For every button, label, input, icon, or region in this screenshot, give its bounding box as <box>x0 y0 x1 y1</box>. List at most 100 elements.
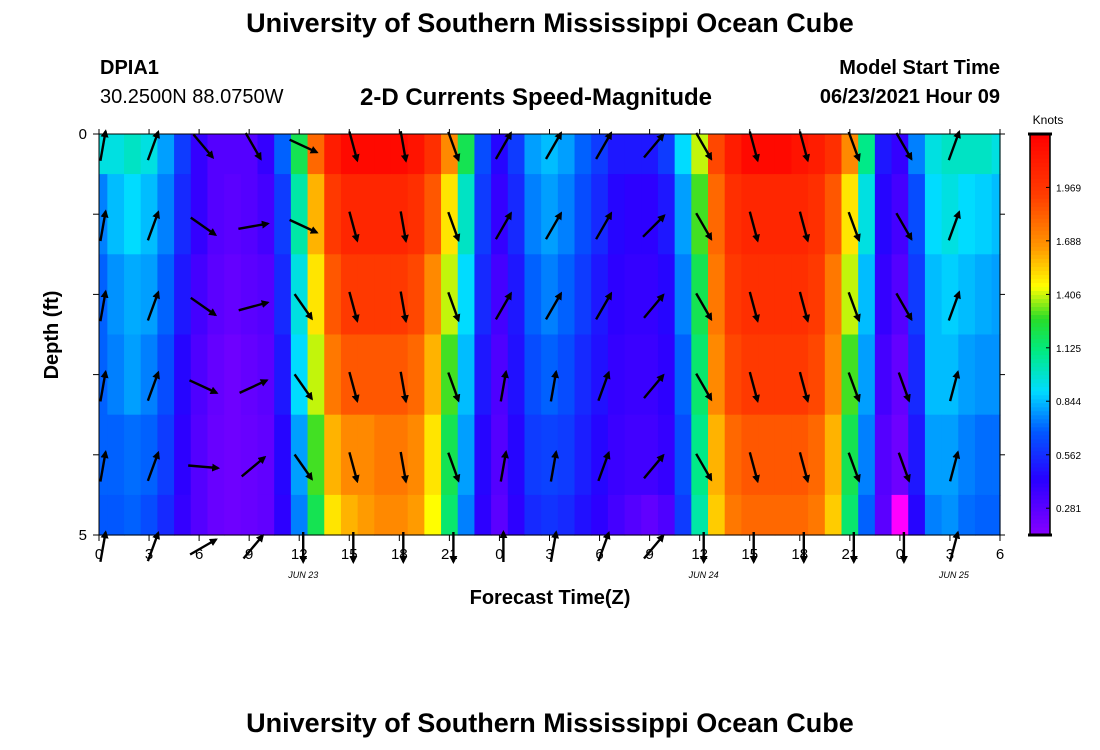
date-label: JUN 25 <box>938 570 970 580</box>
heatmap-cell <box>958 174 976 255</box>
heatmap-cell <box>674 254 692 336</box>
colorbar-segment <box>1030 470 1050 476</box>
heatmap-cell <box>190 134 209 175</box>
heatmap-cell <box>407 414 425 496</box>
current-vector-arrow <box>847 291 861 323</box>
heatmap-cell <box>174 414 192 496</box>
heatmap-cell <box>107 134 125 175</box>
colorbar-segment <box>1030 182 1050 187</box>
heatmap-cell <box>240 494 259 536</box>
heatmap-cell <box>574 134 592 175</box>
heatmap-cell <box>958 494 976 536</box>
heatmap-cell <box>507 134 526 175</box>
colorbar-segment <box>1030 514 1050 520</box>
heatmap-cell <box>657 414 676 496</box>
heatmap-cell <box>557 414 576 496</box>
current-vector-arrow <box>188 463 221 472</box>
heatmap-cell <box>908 414 926 496</box>
current-vector-arrow <box>146 450 160 482</box>
colorbar-segment <box>1030 270 1050 275</box>
colorbar-segment <box>1030 362 1050 368</box>
heatmap-cell <box>290 414 309 496</box>
heatmap-cell <box>257 334 275 416</box>
heatmap-cell <box>374 494 392 536</box>
heatmap-cell <box>524 174 542 255</box>
current-vector-arrow <box>549 450 560 482</box>
heatmap-cell <box>774 414 793 496</box>
heatmap-cell <box>491 254 509 336</box>
station-id: DPIA1 <box>100 57 159 79</box>
heatmap-cell <box>274 414 292 496</box>
heatmap-cell <box>157 254 175 336</box>
date-labels: JUN 23 JUN 24 JUN 25 <box>287 570 970 580</box>
heatmap-cell <box>891 254 909 336</box>
heatmap-cell <box>657 494 676 536</box>
current-vector-arrow <box>242 533 265 560</box>
colorbar-segment <box>1030 274 1050 279</box>
x-tick-label: 6 <box>195 546 203 563</box>
current-vector-arrow <box>293 293 313 321</box>
heatmap-cell <box>858 334 876 416</box>
colorbar-segment <box>1030 406 1050 412</box>
heatmap-cell <box>174 334 192 416</box>
colorbar-segment <box>1030 466 1050 472</box>
heatmap-cell <box>541 174 559 255</box>
heatmap-cell <box>824 414 843 496</box>
heatmap-cell <box>174 134 192 175</box>
current-vector-arrow <box>847 452 861 483</box>
colorbar-segment <box>1030 366 1050 372</box>
heatmap-cell <box>257 134 275 175</box>
current-vector-arrow <box>348 211 360 243</box>
heatmap-cell <box>274 334 292 416</box>
heatmap-cell <box>574 174 592 255</box>
heatmap-cell <box>407 174 425 255</box>
heatmap-cell <box>340 494 359 536</box>
current-vector-arrow <box>798 291 811 323</box>
current-vector-arrow <box>494 291 512 320</box>
heatmap-cell <box>140 254 158 336</box>
heatmap-cell <box>457 414 476 496</box>
heatmap-cell <box>99 134 108 175</box>
current-vector-arrow <box>289 218 319 234</box>
heatmap-cell <box>758 174 776 255</box>
heatmap-cell <box>991 134 1001 175</box>
heatmap-cell <box>324 134 342 175</box>
colorbar-tick-label: 0.844 <box>1056 397 1081 408</box>
colorbar-segment <box>1030 342 1050 348</box>
heatmap-cell <box>257 414 275 496</box>
colorbar-segment <box>1030 346 1050 352</box>
colorbar-segment <box>1030 230 1050 235</box>
heatmap-cell <box>874 494 893 536</box>
current-vector-arrow <box>798 451 811 484</box>
current-vector-arrow <box>643 132 665 159</box>
heatmap-cell <box>774 174 793 255</box>
heatmap-cell <box>424 494 442 536</box>
heatmap-cell <box>607 494 626 536</box>
current-vector-arrow <box>695 212 713 241</box>
current-vector-arrow <box>798 211 811 243</box>
colorbar-segment <box>1030 154 1050 159</box>
x-tick-label: 3 <box>545 546 553 563</box>
heatmap-cell <box>491 494 509 536</box>
current-vector-arrow <box>99 209 109 242</box>
heatmap-cell <box>808 414 826 496</box>
current-vector-arrow <box>947 290 961 321</box>
colorbar-segment <box>1030 302 1050 308</box>
colorbar-segment <box>1030 430 1050 436</box>
colorbar-segment <box>1030 194 1050 199</box>
heatmap-cell <box>858 494 876 536</box>
current-vector-arrow <box>595 131 613 160</box>
heatmap-cell <box>140 334 158 416</box>
heatmap-cell <box>324 494 342 536</box>
colorbar-segment <box>1030 134 1050 139</box>
heatmap-cell <box>991 174 1001 255</box>
colorbar-segment <box>1030 234 1050 239</box>
current-vector-arrow <box>748 131 760 163</box>
x-tick-label: 0 <box>95 546 103 563</box>
colorbar-segment <box>1030 222 1050 227</box>
heatmap-cell <box>207 334 225 416</box>
colorbar-segment <box>1030 486 1050 492</box>
heatmap-cell <box>240 414 259 496</box>
heatmap-cell <box>624 174 642 255</box>
heatmap-cell <box>424 174 442 255</box>
